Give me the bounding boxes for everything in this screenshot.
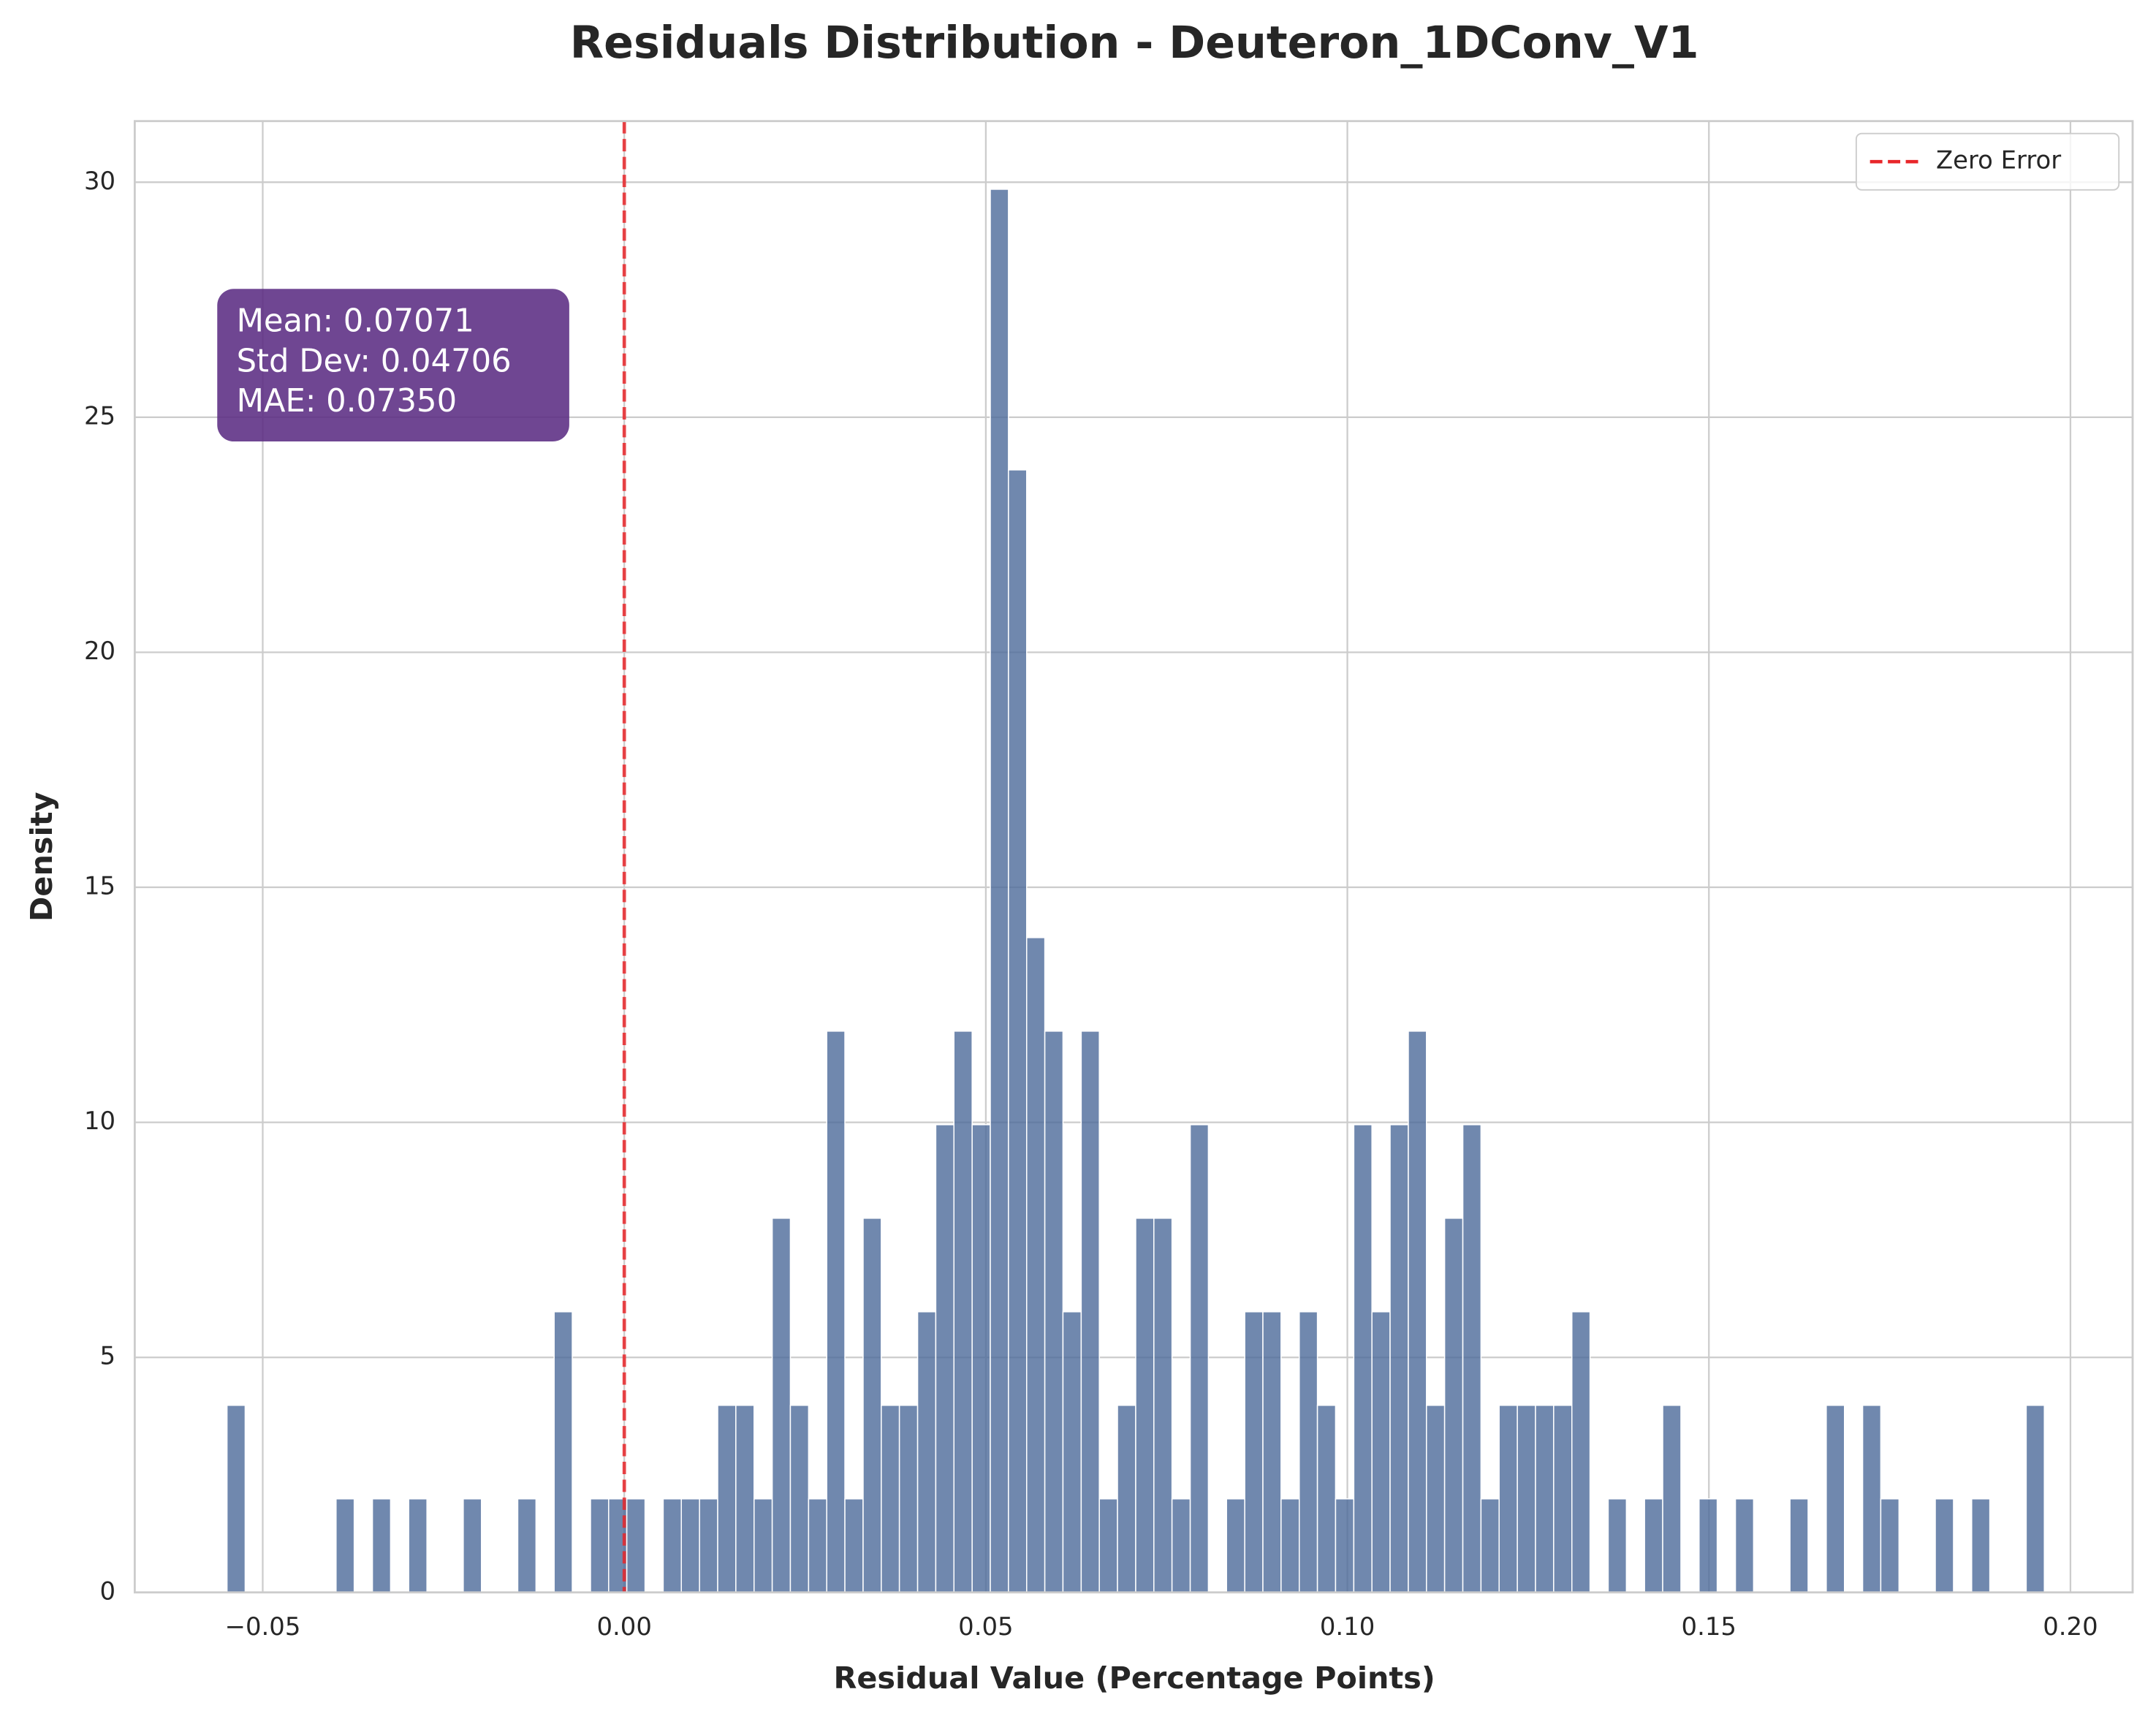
bar <box>1662 1405 1682 1593</box>
bar <box>1971 1498 1991 1593</box>
bar <box>1389 1124 1409 1593</box>
bar <box>408 1498 428 1593</box>
bar <box>1498 1405 1518 1593</box>
bar <box>626 1498 646 1593</box>
bar <box>1861 1405 1882 1593</box>
bar <box>1571 1311 1591 1593</box>
bar <box>916 1311 937 1593</box>
bar <box>826 1031 846 1593</box>
bar <box>1353 1124 1373 1593</box>
bar <box>953 1031 973 1593</box>
bar <box>590 1498 610 1593</box>
bar <box>935 1124 954 1593</box>
bar <box>1426 1405 1446 1593</box>
bar <box>1408 1031 1427 1593</box>
bar <box>789 1405 810 1593</box>
bar <box>1080 1031 1100 1593</box>
bar <box>1644 1498 1663 1593</box>
bar <box>1117 1405 1136 1593</box>
bar <box>1443 1218 1464 1593</box>
y-tick-label: 10 <box>84 1107 115 1135</box>
bar <box>1226 1498 1245 1593</box>
stats-line: MAE: 0.07350 <box>237 383 458 420</box>
bar <box>1189 1124 1210 1593</box>
chart-title: Residuals Distribution - Deuteron_1DConv… <box>570 18 1699 69</box>
bar <box>680 1498 700 1593</box>
bar <box>1098 1498 1118 1593</box>
legend-box <box>1855 132 2120 191</box>
x-tick-label: 0.15 <box>1682 1612 1736 1641</box>
bar <box>1316 1405 1337 1593</box>
bar <box>898 1405 919 1593</box>
bar <box>808 1498 827 1593</box>
bar <box>371 1498 392 1593</box>
bar <box>1062 1311 1082 1593</box>
bar <box>463 1498 482 1593</box>
y-tick-label: 25 <box>84 401 115 430</box>
bar <box>735 1405 755 1593</box>
bar <box>1262 1311 1282 1593</box>
bar <box>1153 1218 1173 1593</box>
plot-frame <box>133 120 2134 1594</box>
bar <box>1371 1311 1391 1593</box>
legend: Zero Error <box>1855 132 2120 191</box>
bar <box>1880 1498 1900 1593</box>
y-axis-label: Density <box>24 792 59 921</box>
bar <box>1698 1498 1718 1593</box>
bar <box>2025 1405 2045 1593</box>
bar <box>990 189 1009 1593</box>
bar <box>1280 1498 1300 1593</box>
y-tick-label: 20 <box>84 637 115 665</box>
bar <box>1480 1498 1500 1593</box>
bar <box>1607 1498 1628 1593</box>
bar <box>1244 1311 1264 1593</box>
bar <box>1171 1498 1191 1593</box>
bar <box>517 1498 537 1593</box>
bar <box>754 1498 773 1593</box>
y-tick-label: 5 <box>99 1342 115 1370</box>
x-tick-label: −0.05 <box>225 1612 301 1641</box>
stats-line: Std Dev: 0.04706 <box>237 343 512 379</box>
bar <box>1734 1498 1755 1593</box>
x-tick-label: 0.20 <box>2043 1612 2098 1641</box>
stats-background <box>217 289 569 442</box>
y-tick-label: 30 <box>84 167 115 195</box>
x-tick-label: 0.10 <box>1320 1612 1375 1641</box>
bar <box>1553 1405 1573 1593</box>
bar <box>1026 937 1046 1593</box>
bar <box>771 1218 792 1593</box>
bar <box>1826 1405 1845 1593</box>
bars <box>226 189 2045 1593</box>
bar <box>699 1498 718 1593</box>
bar <box>1517 1405 1536 1593</box>
bar <box>1335 1498 1355 1593</box>
bar <box>717 1405 737 1593</box>
bar <box>1135 1218 1155 1593</box>
stats-line: Mean: 0.07071 <box>237 303 474 340</box>
y-tick-label: 0 <box>99 1576 115 1605</box>
bar <box>881 1405 900 1593</box>
legend-label: Zero Error <box>1936 146 2061 175</box>
bar <box>1008 469 1028 1593</box>
x-tick-label: 0.00 <box>596 1612 651 1641</box>
y-tick-label: 15 <box>84 872 115 900</box>
bar <box>335 1498 355 1593</box>
x-axis-label: Residual Value (Percentage Points) <box>833 1661 1435 1696</box>
bar <box>1935 1498 1954 1593</box>
x-tick-label: 0.05 <box>958 1612 1013 1641</box>
bar <box>553 1311 573 1593</box>
bar <box>1299 1311 1318 1593</box>
bar <box>1535 1405 1555 1593</box>
bar <box>226 1405 246 1593</box>
bar <box>662 1498 682 1593</box>
bar <box>844 1498 864 1593</box>
bar <box>862 1218 882 1593</box>
bar <box>1044 1031 1064 1593</box>
bar <box>971 1124 991 1593</box>
bar <box>1789 1498 1809 1593</box>
bar <box>1462 1124 1482 1593</box>
